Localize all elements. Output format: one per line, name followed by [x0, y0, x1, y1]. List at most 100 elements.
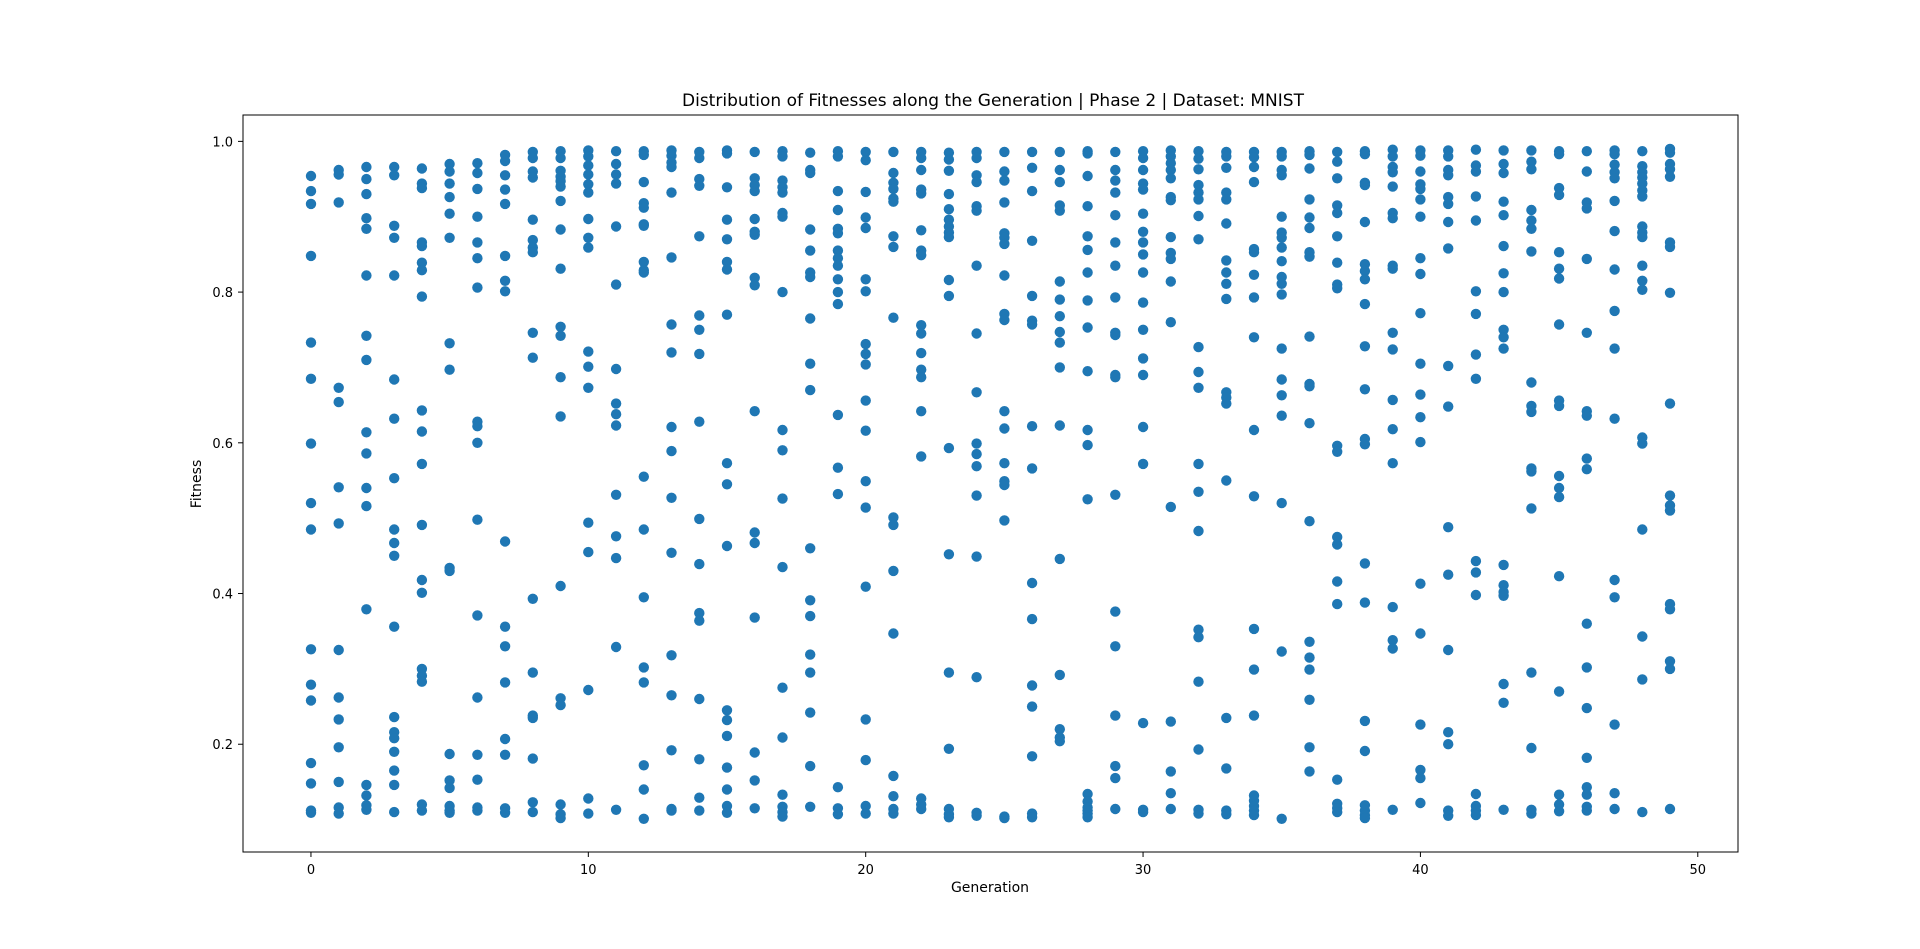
- data-point: [888, 808, 899, 819]
- data-point: [805, 384, 816, 396]
- data-point: [1304, 742, 1315, 753]
- data-point: [1415, 211, 1426, 222]
- data-point: [638, 149, 649, 161]
- data-point: [1276, 256, 1287, 267]
- data-point: [472, 610, 483, 621]
- data-point: [1553, 571, 1565, 582]
- data-point: [610, 146, 622, 157]
- data-point: [1054, 420, 1066, 431]
- data-point: [1387, 804, 1398, 815]
- data-point: [1498, 590, 1509, 601]
- data-point: [749, 229, 760, 240]
- data-point: [1082, 170, 1093, 182]
- data-point: [971, 387, 982, 398]
- data-point: [1553, 273, 1565, 284]
- data-point: [916, 451, 927, 462]
- data-point: [749, 527, 760, 538]
- data-point: [832, 228, 844, 239]
- data-point: [1415, 253, 1426, 264]
- data-point: [1359, 384, 1371, 395]
- data-point: [1082, 439, 1093, 451]
- data-point: [1553, 806, 1565, 817]
- data-point: [666, 319, 677, 330]
- data-point: [583, 793, 594, 804]
- data-point: [389, 524, 400, 535]
- data-point: [1110, 175, 1121, 186]
- data-point: [333, 382, 344, 393]
- data-point: [333, 644, 344, 656]
- data-point: [1248, 623, 1260, 635]
- data-point: [1498, 697, 1509, 708]
- data-point: [749, 612, 760, 623]
- data-point: [1332, 576, 1343, 587]
- data-point: [666, 421, 677, 433]
- y-tick-label: 1.0: [212, 135, 233, 150]
- data-point: [916, 164, 927, 176]
- data-point: [721, 309, 733, 320]
- data-point: [749, 537, 760, 549]
- data-point: [749, 775, 760, 786]
- data-point: [749, 213, 760, 225]
- data-point: [1193, 458, 1204, 470]
- data-point: [666, 547, 677, 558]
- data-point: [416, 182, 428, 194]
- data-point: [1359, 558, 1371, 569]
- data-point: [1443, 151, 1454, 162]
- data-point: [1026, 577, 1038, 589]
- data-point: [1637, 806, 1648, 818]
- data-point: [1387, 151, 1398, 162]
- data-point: [555, 321, 566, 332]
- data-point: [666, 690, 677, 701]
- data-point: [888, 519, 899, 531]
- data-point: [805, 595, 816, 606]
- data-point: [305, 497, 317, 509]
- data-point: [305, 170, 317, 182]
- data-point: [1137, 297, 1149, 308]
- data-point: [1054, 362, 1066, 373]
- data-point: [1304, 381, 1315, 392]
- data-point: [1664, 505, 1676, 516]
- data-point: [971, 461, 982, 472]
- data-point: [416, 291, 428, 302]
- data-point: [1581, 253, 1593, 265]
- data-point: [1304, 331, 1315, 342]
- data-point: [1082, 322, 1093, 333]
- data-point: [610, 409, 622, 420]
- data-point: [805, 313, 816, 324]
- data-point: [943, 549, 955, 560]
- data-point: [832, 782, 844, 793]
- data-point: [1110, 772, 1121, 784]
- data-point: [1304, 222, 1315, 234]
- y-tick-label: 0.2: [212, 738, 233, 753]
- data-point: [1082, 231, 1093, 242]
- data-point: [527, 593, 538, 604]
- data-point: [1581, 702, 1593, 714]
- data-point: [638, 256, 649, 268]
- data-point: [472, 774, 483, 785]
- data-point: [999, 197, 1010, 208]
- data-point: [472, 282, 483, 293]
- data-point: [721, 762, 733, 773]
- data-point: [305, 679, 317, 690]
- data-point: [305, 695, 317, 706]
- data-point: [805, 667, 816, 678]
- data-point: [916, 803, 927, 815]
- data-point: [389, 711, 400, 723]
- data-point: [888, 167, 899, 179]
- data-point: [1581, 805, 1593, 816]
- data-point: [1415, 628, 1426, 639]
- data-point: [721, 540, 733, 552]
- data-point: [361, 482, 372, 494]
- data-point: [832, 274, 844, 285]
- data-point: [638, 677, 649, 688]
- data-point: [361, 354, 372, 366]
- data-point: [971, 810, 982, 821]
- data-point: [860, 146, 871, 158]
- x-axis-ticks: 0 10 20 30 40 50: [307, 852, 1706, 878]
- data-point: [1498, 158, 1509, 170]
- data-point: [305, 644, 317, 655]
- data-point: [1664, 604, 1676, 615]
- data-point: [1443, 216, 1454, 228]
- data-point: [305, 185, 317, 197]
- data-point: [721, 730, 733, 742]
